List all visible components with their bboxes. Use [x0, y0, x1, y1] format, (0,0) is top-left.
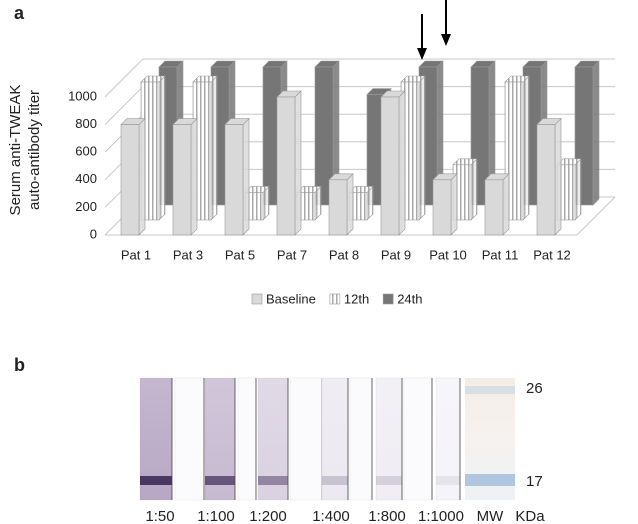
band — [322, 476, 348, 485]
lane-label: 1:800 — [368, 508, 406, 524]
x-tick-label: Pat 1 — [121, 247, 151, 262]
band — [258, 476, 288, 485]
strip-stain — [436, 378, 460, 500]
bar-side — [470, 158, 478, 221]
unit-label: KDa — [515, 508, 545, 524]
x-tick-label: Pat 9 — [381, 247, 411, 262]
bar-side — [592, 60, 600, 206]
x-tick-label: Pat 5 — [225, 247, 255, 262]
grid-line — [104, 58, 615, 98]
bar-side — [554, 117, 562, 236]
lane-label: 1:100 — [197, 508, 235, 524]
panel-label: b — [14, 355, 25, 375]
y-tick-label: 1000 — [68, 88, 97, 103]
legend-swatch — [382, 293, 394, 305]
x-tick-label: Pat 7 — [277, 247, 307, 262]
mw-marker: 17 — [526, 473, 543, 490]
strip-stain — [258, 378, 288, 500]
band — [376, 476, 402, 485]
mw-band — [465, 386, 515, 394]
strip — [403, 377, 433, 501]
strip — [174, 377, 205, 501]
legend-swatch — [251, 293, 263, 305]
strip — [237, 377, 257, 501]
bar-side — [138, 117, 146, 236]
x-tick-label: Pat 12 — [533, 247, 571, 262]
lane-label: 1:400 — [312, 508, 350, 524]
bar — [432, 179, 452, 236]
y-tick-label: 600 — [75, 144, 97, 159]
bar-side — [346, 173, 354, 236]
y-tick-label: 200 — [75, 199, 97, 214]
bar — [314, 66, 334, 206]
legend-label: 24th — [397, 291, 422, 306]
bar — [120, 124, 140, 236]
legend-label: 12th — [344, 291, 369, 306]
bar-side — [418, 75, 426, 221]
x-tick-label: Pat 11 — [482, 247, 519, 262]
y-tick-label: 800 — [75, 116, 97, 131]
bar — [276, 96, 296, 236]
bar-side — [574, 158, 582, 221]
strip-stain — [376, 378, 402, 500]
bar-side — [242, 117, 250, 236]
lane-label: 1:1000 — [418, 508, 464, 524]
mw-band — [465, 474, 515, 486]
bar-side — [158, 75, 166, 221]
band — [205, 476, 235, 485]
legend-swatch — [329, 293, 341, 305]
bar-side — [522, 75, 530, 221]
bar — [328, 179, 348, 236]
strip — [289, 377, 323, 501]
x-tick-label: Pat 8 — [329, 247, 359, 262]
mw-marker: 26 — [526, 380, 543, 397]
y-tick-label: 400 — [75, 171, 97, 186]
bar — [484, 179, 504, 236]
x-tick-label: Pat 3 — [173, 247, 203, 262]
band — [140, 476, 172, 485]
lane-label: MW — [477, 508, 504, 524]
bar — [536, 124, 556, 236]
bar-side — [450, 173, 458, 236]
y-axis-label: auto-antibody titer — [26, 90, 43, 210]
bar-side — [210, 75, 218, 221]
blot: 1:50 1:100 1:200 1:400 1:800 1:1000 MW 26 17 KDa — [139, 377, 545, 524]
bar — [380, 96, 400, 236]
y-tick-label: 0 — [90, 226, 97, 241]
arrows — [417, 0, 451, 60]
x-tick-label: Pat 10 — [429, 247, 467, 262]
band — [436, 476, 460, 485]
y-axis-label: Serum anti-TWEAK — [7, 85, 24, 216]
lane-label: 1:50 — [145, 508, 174, 524]
floor — [105, 196, 616, 236]
lane-label: 1:200 — [249, 508, 287, 524]
legend-label: Baseline — [266, 291, 316, 306]
strip-stain — [322, 378, 348, 500]
chart: Serum anti-TWEAK auto-antibody titer 0 200 4… — [7, 58, 616, 306]
bar — [172, 124, 192, 236]
bar-side — [502, 173, 510, 236]
bar — [224, 124, 244, 236]
bar — [504, 81, 524, 221]
panel-label: a — [14, 3, 25, 23]
bar-side — [398, 90, 406, 236]
bar-side — [294, 90, 302, 236]
bar-side — [190, 117, 198, 236]
strip — [349, 377, 373, 501]
